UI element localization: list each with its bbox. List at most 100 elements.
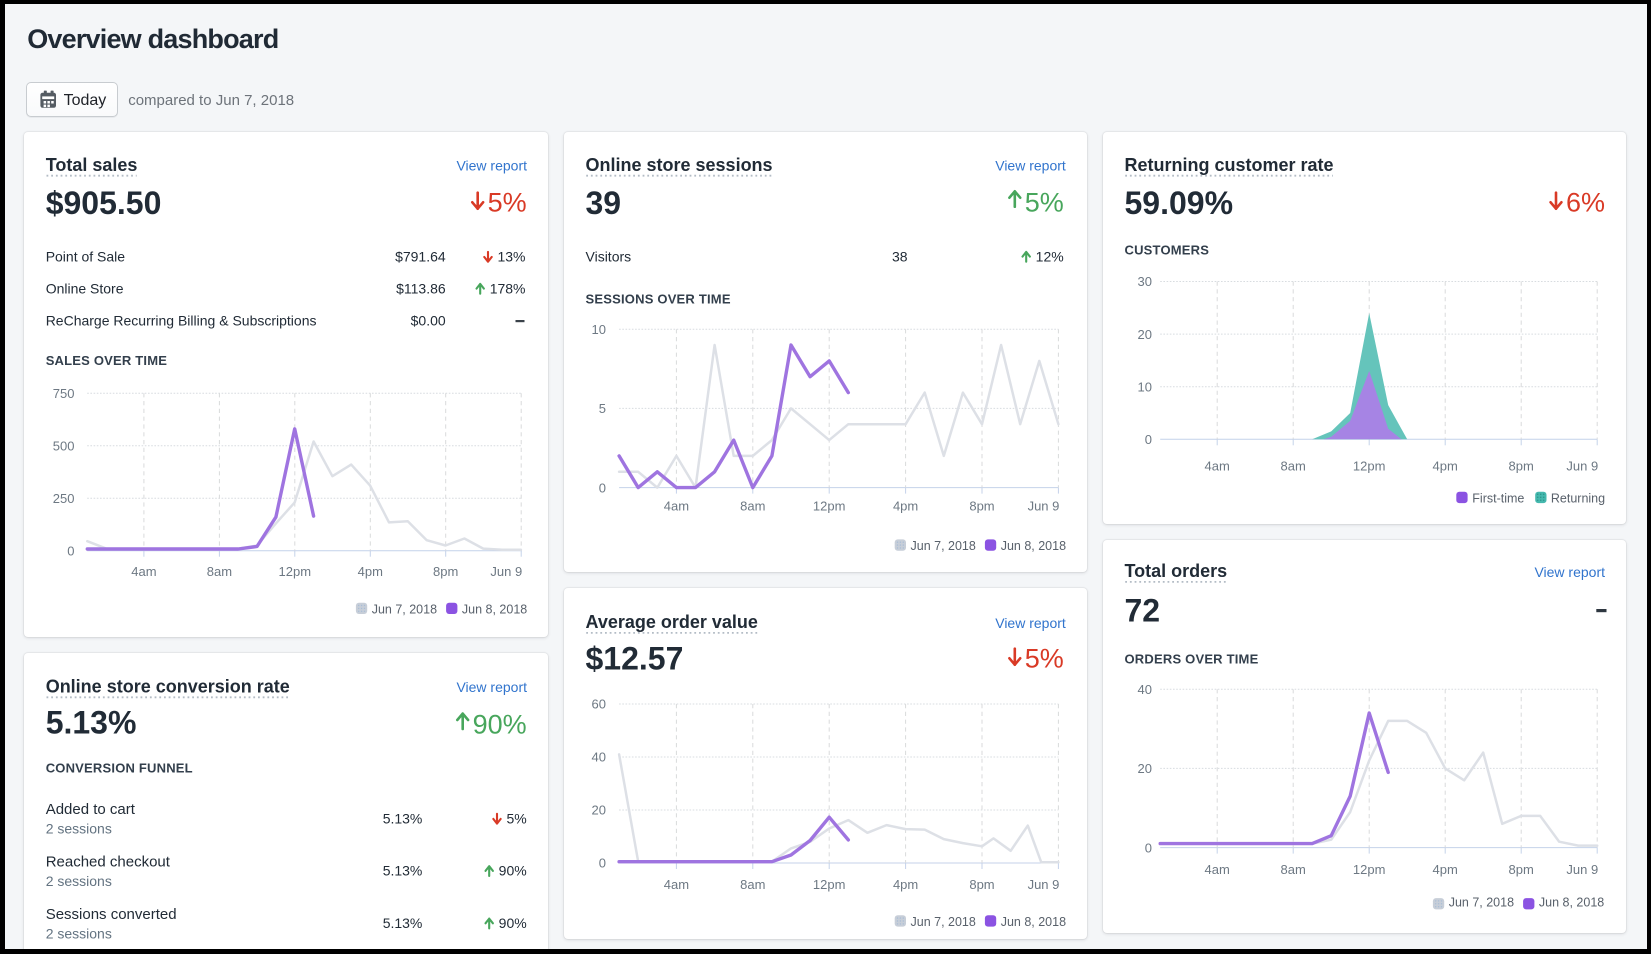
svg-text:4pm: 4pm <box>893 877 918 892</box>
svg-text:Returning customer rate: Returning customer rate <box>1125 155 1334 175</box>
svg-text:View report: View report <box>456 679 527 695</box>
svg-text:8pm: 8pm <box>1509 862 1534 877</box>
svg-text:0: 0 <box>1145 432 1152 447</box>
svg-text:12pm: 12pm <box>1353 458 1386 473</box>
svg-text:0: 0 <box>67 543 74 558</box>
svg-text:Total orders: Total orders <box>1125 561 1228 581</box>
svg-text:0: 0 <box>1145 840 1152 855</box>
svg-text:Point of Sale: Point of Sale <box>46 248 126 264</box>
svg-text:40: 40 <box>592 750 606 765</box>
svg-text:750: 750 <box>53 386 75 401</box>
svg-text:5%: 5% <box>488 187 527 217</box>
svg-text:0: 0 <box>599 856 606 871</box>
svg-text:8pm: 8pm <box>969 877 994 892</box>
svg-text:178%: 178% <box>490 280 526 296</box>
svg-text:$791.64: $791.64 <box>395 248 446 264</box>
svg-text:4pm: 4pm <box>893 498 918 513</box>
svg-text:5.13%: 5.13% <box>46 705 137 741</box>
svg-text:Jun 8, 2018: Jun 8, 2018 <box>462 603 527 617</box>
svg-text:10: 10 <box>1138 379 1152 394</box>
svg-text:4am: 4am <box>1205 862 1230 877</box>
svg-text:ReCharge Recurring Billing & S: ReCharge Recurring Billing & Subscriptio… <box>46 312 317 328</box>
svg-text:Visitors: Visitors <box>586 248 632 264</box>
svg-text:500: 500 <box>53 438 75 453</box>
svg-text:Jun 7, 2018: Jun 7, 2018 <box>1449 895 1514 909</box>
svg-text:4pm: 4pm <box>1433 458 1458 473</box>
svg-text:4am: 4am <box>664 877 689 892</box>
svg-text:Online store sessions: Online store sessions <box>586 155 773 175</box>
svg-text:2 sessions: 2 sessions <box>46 873 112 889</box>
svg-text:4pm: 4pm <box>1433 862 1458 877</box>
svg-text:5%: 5% <box>506 810 526 826</box>
svg-text:5%: 5% <box>1025 187 1064 217</box>
svg-text:8am: 8am <box>740 498 765 513</box>
svg-text:Today: Today <box>64 92 107 109</box>
svg-text:Reached checkout: Reached checkout <box>46 853 171 870</box>
svg-text:8pm: 8pm <box>969 498 994 513</box>
svg-text:12pm: 12pm <box>813 877 846 892</box>
svg-text:8pm: 8pm <box>433 564 458 579</box>
svg-text:250: 250 <box>53 491 75 506</box>
svg-text:5.13%: 5.13% <box>383 915 423 931</box>
svg-text:Returning: Returning <box>1551 491 1605 505</box>
svg-text:8pm: 8pm <box>1509 458 1534 473</box>
svg-text:5%: 5% <box>1025 643 1064 673</box>
svg-text:View report: View report <box>995 615 1066 631</box>
svg-text:20: 20 <box>1138 327 1152 342</box>
svg-text:View report: View report <box>995 158 1066 174</box>
svg-text:First-time: First-time <box>1472 491 1524 505</box>
svg-text:$12.57: $12.57 <box>586 641 684 677</box>
svg-text:Sessions converted: Sessions converted <box>46 906 177 923</box>
svg-text:90%: 90% <box>499 915 527 931</box>
svg-text:8am: 8am <box>1281 458 1306 473</box>
svg-text:12%: 12% <box>1036 248 1064 264</box>
svg-text:Total sales: Total sales <box>46 155 138 175</box>
svg-text:4am: 4am <box>131 564 156 579</box>
svg-text:$113.86: $113.86 <box>396 280 446 296</box>
svg-text:30: 30 <box>1138 274 1152 289</box>
svg-text:2 sessions: 2 sessions <box>46 821 112 837</box>
svg-text:View report: View report <box>456 158 527 174</box>
svg-text:4am: 4am <box>1205 458 1230 473</box>
svg-text:8am: 8am <box>1281 862 1306 877</box>
svg-text:13%: 13% <box>497 248 525 264</box>
svg-text:Jun 8, 2018: Jun 8, 2018 <box>1539 895 1604 909</box>
svg-text:5.13%: 5.13% <box>383 863 423 879</box>
svg-text:60: 60 <box>592 697 606 712</box>
svg-text:Jun 9: Jun 9 <box>1566 862 1598 877</box>
svg-text:$0.00: $0.00 <box>411 312 446 328</box>
svg-text:ORDERS OVER TIME: ORDERS OVER TIME <box>1125 651 1259 666</box>
svg-text:4pm: 4pm <box>358 564 383 579</box>
svg-text:12pm: 12pm <box>813 498 846 513</box>
svg-text:90%: 90% <box>499 863 527 879</box>
svg-text:5: 5 <box>599 401 606 416</box>
svg-text:Jun 9: Jun 9 <box>1028 498 1060 513</box>
svg-text:10: 10 <box>592 322 606 337</box>
svg-text:SALES OVER TIME: SALES OVER TIME <box>46 353 168 368</box>
svg-text:Average order value: Average order value <box>586 612 758 632</box>
svg-text:8am: 8am <box>207 564 232 579</box>
svg-text:Jun 9: Jun 9 <box>1028 877 1060 892</box>
svg-text:Jun 7, 2018: Jun 7, 2018 <box>372 603 437 617</box>
svg-text:Online Store: Online Store <box>46 280 124 296</box>
svg-text:2 sessions: 2 sessions <box>46 925 112 941</box>
svg-text:72: 72 <box>1125 593 1161 629</box>
svg-text:Added to cart: Added to cart <box>46 801 136 818</box>
svg-text:12pm: 12pm <box>1353 862 1386 877</box>
svg-text:Jun 9: Jun 9 <box>490 564 522 579</box>
svg-text:CONVERSION FUNNEL: CONVERSION FUNNEL <box>46 761 193 776</box>
svg-text:59.09%: 59.09% <box>1125 185 1234 221</box>
svg-text:8am: 8am <box>740 877 765 892</box>
svg-text:$905.50: $905.50 <box>46 185 162 221</box>
svg-text:40: 40 <box>1138 682 1152 697</box>
svg-text:Jun 7, 2018: Jun 7, 2018 <box>911 539 976 553</box>
svg-text:20: 20 <box>592 803 606 818</box>
svg-text:5.13%: 5.13% <box>383 810 423 826</box>
svg-text:6%: 6% <box>1566 187 1605 217</box>
svg-text:90%: 90% <box>473 710 527 740</box>
svg-text:Jun 8, 2018: Jun 8, 2018 <box>1001 539 1066 553</box>
svg-text:Jun 9: Jun 9 <box>1566 458 1598 473</box>
svg-text:39: 39 <box>586 185 622 221</box>
svg-text:38: 38 <box>892 248 908 264</box>
svg-text:4am: 4am <box>664 498 689 513</box>
